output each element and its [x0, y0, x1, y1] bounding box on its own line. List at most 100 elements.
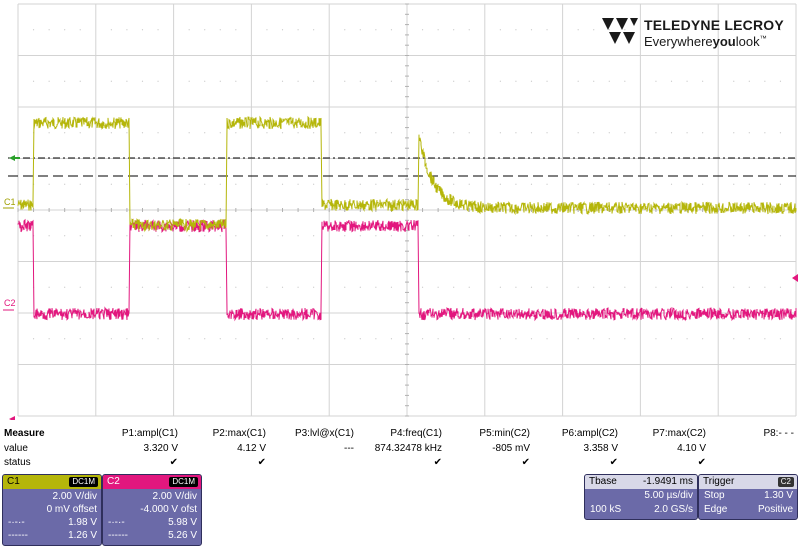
grid-dot: [313, 286, 315, 288]
trigger-header[interactable]: Trigger C2: [699, 475, 797, 489]
grid-dot: [530, 338, 533, 340]
grid-dot: [64, 286, 66, 288]
channel-1-vdiv: 2.00 V/div: [52, 491, 97, 502]
trigger-position-arrow-icon[interactable]: [9, 416, 15, 420]
grid-dot: [437, 235, 439, 237]
channel-2-coupling-badge: DC1M: [169, 477, 198, 487]
grid-dot: [297, 338, 299, 340]
grid-dot: [779, 80, 782, 82]
grid-dot: [764, 80, 766, 82]
grid-dot: [499, 80, 501, 82]
check-icon: ✔: [697, 457, 706, 468]
grid-dot: [546, 286, 548, 288]
grid-dot: [266, 132, 268, 134]
grid-dot: [779, 235, 782, 237]
measure-param-p5-name[interactable]: P5:min(C2): [479, 428, 530, 439]
grid-dot: [235, 235, 237, 237]
grid-dot: [733, 338, 735, 340]
grid-dot: [110, 132, 112, 134]
cursor-dashdot-icon: -·-·-: [108, 517, 125, 528]
grid-dot: [624, 132, 626, 134]
grid-dot: [546, 235, 548, 237]
grid-dot: [546, 132, 548, 134]
measure-param-p4-value: 874.32478 kHz: [374, 443, 442, 454]
grid-dot: [577, 183, 579, 185]
waveform-display[interactable]: C1 C2: [0, 0, 800, 420]
grid-dot: [779, 29, 782, 31]
grid-dot: [655, 338, 657, 340]
measure-param-p1-name[interactable]: P1:ampl(C1): [121, 428, 178, 439]
grid-dot: [748, 235, 750, 237]
channel-2-header[interactable]: C2 DC1M: [103, 475, 201, 489]
grid-dot: [235, 29, 237, 31]
grid-dot: [421, 132, 424, 134]
channel-2-offset-arrow-icon[interactable]: [792, 274, 798, 282]
grid-dot: [608, 338, 610, 340]
grid-dot: [313, 132, 315, 134]
trigger-label: Trigger: [703, 476, 735, 487]
channel-2-descriptor[interactable]: C2 DC1M 2.00 V/div -4.000 V ofst -·-·- 5…: [102, 474, 202, 546]
grid-dot: [468, 286, 470, 288]
grid-dot: [79, 338, 81, 340]
trigger-descriptor[interactable]: Trigger C2 Stop 1.30 V Edge Positive: [698, 474, 798, 520]
grid-dot: [110, 80, 112, 82]
grid-dot: [748, 132, 750, 134]
grid-dot: [655, 80, 657, 82]
grid-dot: [468, 338, 470, 340]
grid-dot: [141, 235, 144, 237]
grid-dot: [64, 132, 66, 134]
grid-dot: [344, 80, 346, 82]
channel-1-descriptor[interactable]: C1 DC1M 2.00 V/div 0 mV offset -·-·- 1.9…: [2, 474, 102, 546]
measure-param-p2-value: 4.12 V: [237, 443, 266, 454]
grid-dot: [281, 286, 284, 288]
grid-dot: [297, 286, 299, 288]
grid-dot: [670, 286, 673, 288]
timebase-header[interactable]: Tbase -1.9491 ms: [585, 475, 697, 489]
measure-param-p2-name[interactable]: P2:max(C1): [212, 428, 266, 439]
measure-param-p3-name[interactable]: P3:lvl@x(C1): [294, 428, 354, 439]
check-icon: ✔: [609, 457, 618, 468]
grid-dot: [499, 286, 501, 288]
grid-dot: [188, 235, 190, 237]
channel-2-marker[interactable]: C2: [4, 298, 16, 308]
grid-dot: [110, 235, 112, 237]
grid-dot: [64, 80, 66, 82]
grid-dot: [779, 132, 782, 134]
grid-dot: [779, 338, 782, 340]
grid-dot: [733, 286, 735, 288]
grid-dot: [48, 235, 50, 237]
timebase-descriptor[interactable]: Tbase -1.9491 ms 5.00 µs/div 100 kS 2.0 …: [584, 474, 698, 520]
grid-dot: [281, 29, 284, 31]
channel-2-cursor1-value: 5.98 V: [168, 517, 197, 528]
timebase-label: Tbase: [589, 476, 617, 487]
grid-dot: [468, 29, 470, 31]
cursor-dashed-icon: ------: [8, 530, 28, 541]
channel-1-header[interactable]: C1 DC1M: [3, 475, 101, 489]
grid-dot: [64, 29, 66, 31]
channel-1-marker[interactable]: C1: [4, 197, 16, 207]
grid-dot: [608, 132, 610, 134]
measure-param-p6-name[interactable]: P6:ampl(C2): [561, 428, 618, 439]
grid-dot: [577, 286, 579, 288]
grid-dot: [266, 80, 268, 82]
measure-param-p8-name[interactable]: P8:- - -: [763, 428, 794, 439]
grid-dot: [313, 338, 315, 340]
grid-dot: [530, 29, 533, 31]
measure-param-p7-name[interactable]: P7:max(C2): [652, 428, 706, 439]
measure-title[interactable]: Measure: [4, 428, 45, 439]
trigger-level-arrow-icon[interactable]: [9, 155, 20, 161]
grid-dot: [530, 286, 533, 288]
grid-dot: [453, 80, 455, 82]
grid-dot: [375, 80, 377, 82]
channel-2-cursor2-value: 5.26 V: [168, 530, 197, 541]
channel-2-offset: -4.000 V ofst: [140, 504, 197, 515]
grid-dot: [219, 29, 221, 31]
grid-dot: [344, 286, 346, 288]
grid-dot: [608, 80, 610, 82]
measure-table[interactable]: Measure value status P1:ampl(C1) 3.320 V…: [0, 426, 800, 474]
grid-dot: [110, 338, 112, 340]
grid-dot: [126, 29, 128, 31]
grid-dot: [344, 235, 346, 237]
grid-dot: [281, 183, 284, 185]
measure-param-p4-name[interactable]: P4:freq(C1): [390, 428, 442, 439]
